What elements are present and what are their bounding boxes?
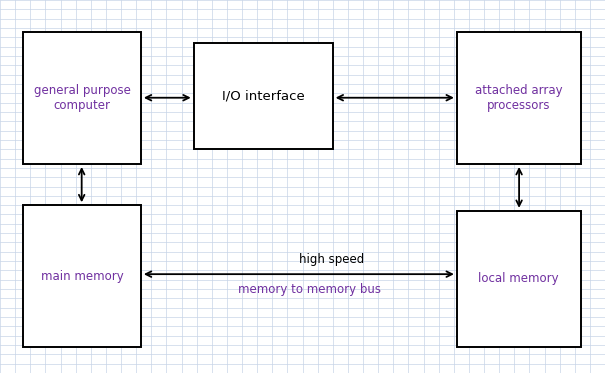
- Text: local memory: local memory: [479, 272, 559, 285]
- Text: main memory: main memory: [41, 270, 123, 282]
- Bar: [23, 32, 141, 164]
- Text: memory to memory bus: memory to memory bus: [238, 283, 381, 295]
- Bar: [23, 205, 141, 347]
- Bar: [457, 32, 581, 164]
- Bar: [457, 211, 581, 347]
- Text: general purpose
computer: general purpose computer: [33, 84, 131, 112]
- Bar: [194, 43, 333, 149]
- Text: attached array
processors: attached array processors: [475, 84, 563, 112]
- Text: I/O interface: I/O interface: [222, 90, 304, 103]
- Text: high speed: high speed: [299, 253, 364, 266]
